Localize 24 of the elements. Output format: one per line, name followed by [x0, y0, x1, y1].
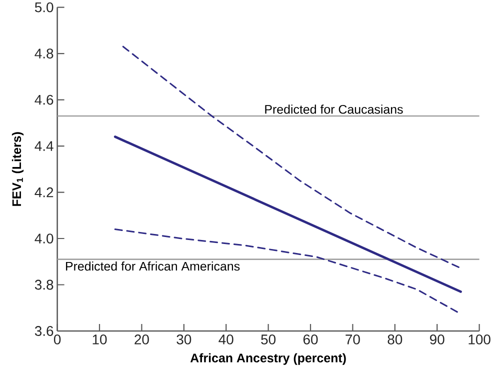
x-tick-label: 10 [92, 334, 107, 344]
x-tick-label: 100 [468, 334, 490, 344]
y-tick-label: 3.6 [34, 326, 54, 336]
x-tick-label: 80 [388, 334, 402, 344]
y-tick-label: 5.0 [34, 2, 54, 12]
y-tick-label: 4.8 [34, 48, 54, 58]
x-tick-label: 0 [54, 334, 61, 344]
y-tick-label: 4.6 [34, 94, 54, 105]
x-tick-label: 60 [303, 334, 318, 344]
x-tick-label: 70 [346, 334, 360, 344]
x-tick-label: 90 [430, 334, 444, 344]
y-tick-label: 3.8 [34, 280, 54, 290]
x-tick-label: 50 [261, 334, 276, 344]
x-tick-label: 30 [176, 334, 192, 344]
ref-line-label: Predicted for African Americans [66, 262, 240, 271]
line-series [122, 46, 462, 270]
ref-line-label: Predicted for Caucasians [265, 104, 403, 114]
y-tick-label: 4.4 [34, 141, 54, 151]
y-tick-label: 4.0 [34, 234, 54, 244]
x-tick-label: 40 [218, 334, 234, 344]
x-axis-title: African Ancestry (percent) [190, 353, 346, 365]
y-axis-title: FEV$_{1}$ (Liters) [12, 132, 24, 206]
y-tick-label: 4.2 [34, 187, 54, 198]
x-tick-label: 20 [134, 334, 149, 344]
